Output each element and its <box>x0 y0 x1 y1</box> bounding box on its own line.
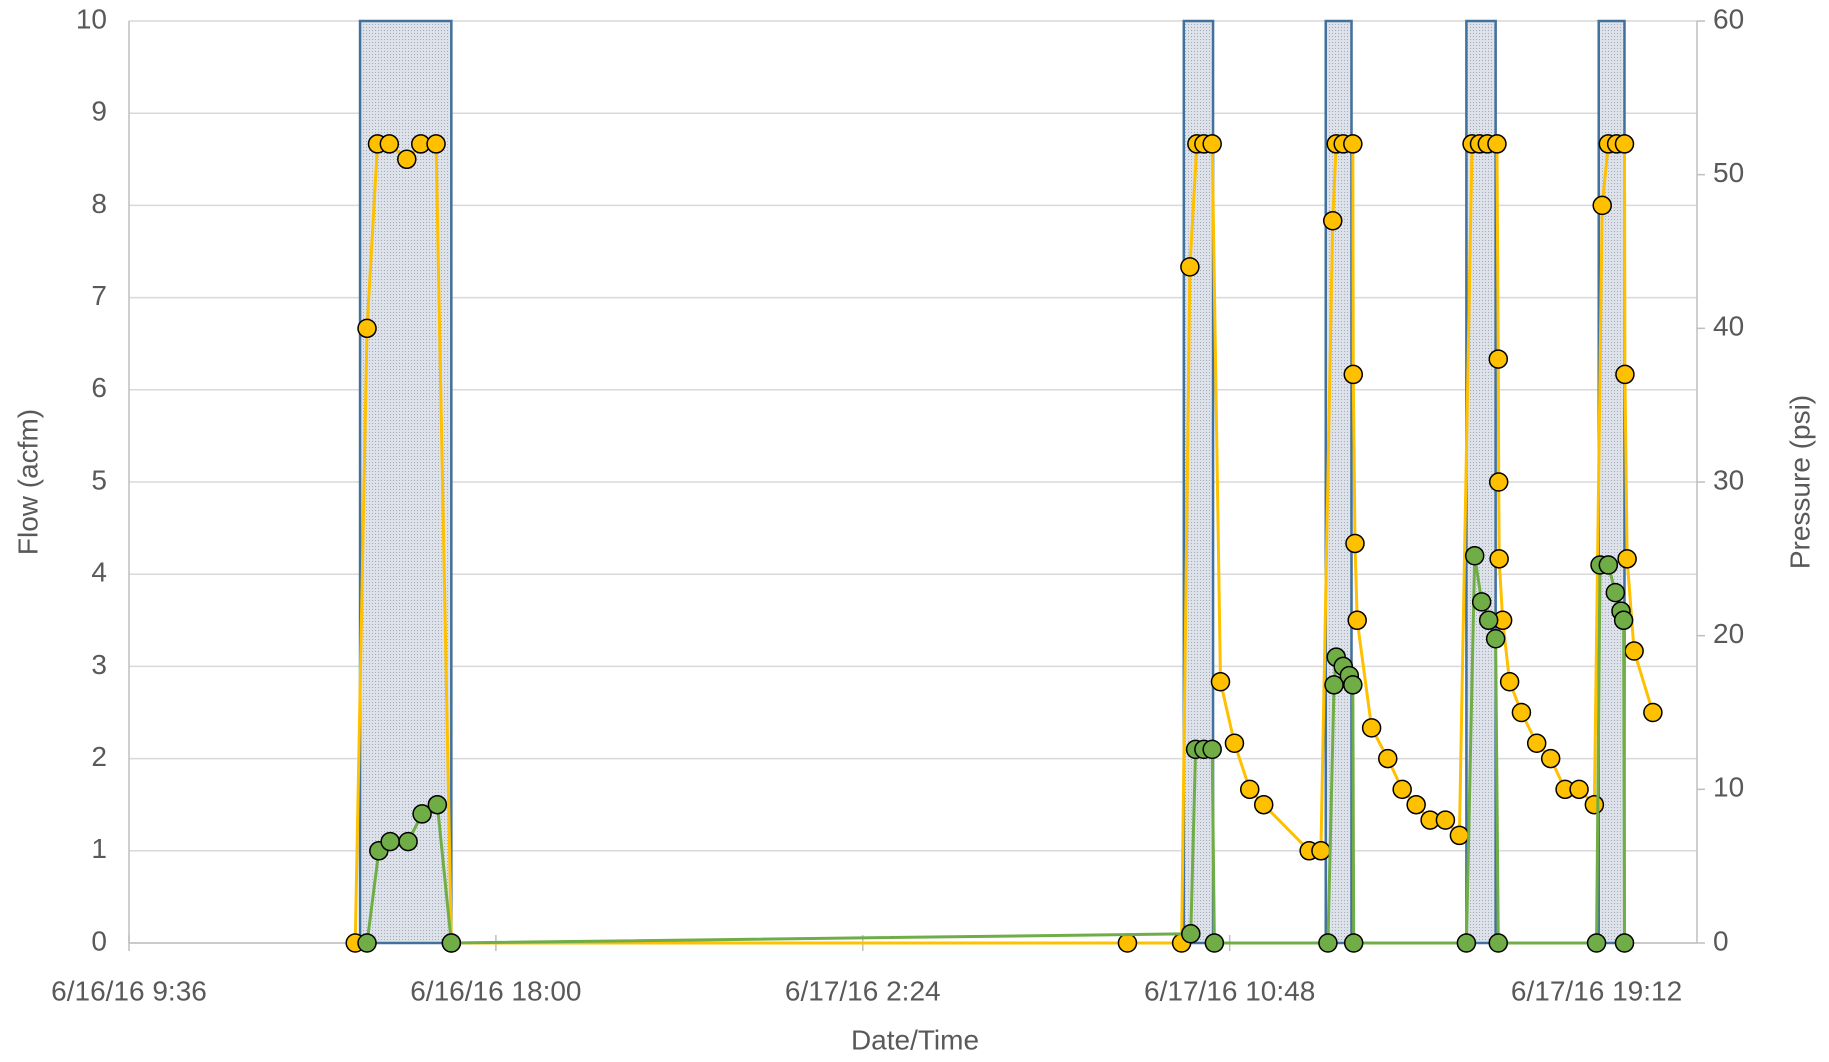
data-point <box>1605 582 1626 603</box>
data-point <box>1488 933 1509 953</box>
data-point <box>412 804 432 824</box>
y2-tick-label: 0 <box>1713 925 1729 956</box>
data-point <box>1361 718 1382 738</box>
y-tick-label: 4 <box>91 557 107 588</box>
data-point <box>1378 748 1398 769</box>
x-tick-label: 6/17/16 2:24 <box>785 975 941 1006</box>
data-point <box>1526 733 1547 753</box>
data-point <box>379 134 400 154</box>
data-point <box>1540 748 1561 769</box>
data-point <box>1511 702 1532 723</box>
y2-axis-title: Pressure (psi) <box>1784 395 1815 569</box>
data-point <box>1180 257 1200 277</box>
y-tick-label: 5 <box>91 464 107 495</box>
data-point <box>1569 779 1589 800</box>
data-point <box>1311 841 1331 861</box>
data-point <box>1478 610 1499 631</box>
data-point <box>1488 349 1509 369</box>
data-point <box>1322 211 1343 231</box>
data-point <box>1499 672 1520 692</box>
data-point <box>1614 134 1635 154</box>
data-point <box>357 933 377 953</box>
x-tick-label: 6/16/16 18:00 <box>410 975 581 1006</box>
data-point <box>426 134 446 154</box>
data-point <box>1456 933 1477 953</box>
data-point <box>1343 933 1364 953</box>
data-point <box>1324 675 1344 695</box>
y-tick-label: 2 <box>91 741 107 772</box>
y-tick-label: 1 <box>91 833 107 864</box>
data-point <box>1489 549 1509 569</box>
data-point <box>1598 555 1619 575</box>
x-tick-label: 6/16/16 9:36 <box>51 975 207 1006</box>
y2-tick-label: 30 <box>1713 464 1744 495</box>
data-point <box>441 933 462 953</box>
data-point <box>1392 779 1412 800</box>
data-point <box>1488 472 1509 492</box>
data-point <box>1202 739 1222 760</box>
data-point <box>1224 733 1245 753</box>
y-axis-title: Flow (acfm) <box>12 409 43 555</box>
x-tick-label: 6/17/16 10:48 <box>1144 975 1315 1006</box>
y2-tick-label: 10 <box>1713 772 1744 803</box>
y-tick-label: 9 <box>91 96 107 127</box>
data-point <box>1471 592 1492 612</box>
data-point <box>357 318 377 339</box>
data-point <box>1449 825 1470 846</box>
y2-tick-label: 40 <box>1713 311 1744 342</box>
data-point <box>1343 364 1364 385</box>
shaded-period <box>1324 19 1353 945</box>
x-tick-label: 6/17/16 19:12 <box>1511 975 1682 1006</box>
data-point <box>1204 933 1225 953</box>
data-point <box>1584 794 1605 815</box>
data-point <box>1614 933 1635 953</box>
data-point <box>1181 924 1201 944</box>
data-point <box>1406 794 1426 815</box>
y-tick-label: 8 <box>91 188 107 219</box>
data-point <box>1487 134 1507 154</box>
x-axis-title: Date/Time <box>851 1024 979 1055</box>
data-point <box>1617 549 1637 569</box>
data-point <box>1318 933 1338 953</box>
data-point <box>1624 641 1644 661</box>
data-point <box>1117 933 1138 953</box>
data-point <box>380 831 400 852</box>
data-point <box>427 794 448 815</box>
data-point <box>1485 628 1506 649</box>
y-tick-label: 6 <box>91 372 107 403</box>
data-point <box>1343 675 1363 695</box>
data-point <box>1643 702 1663 723</box>
data-point <box>1210 672 1231 692</box>
y-tick-label: 10 <box>76 3 107 34</box>
data-point <box>1464 546 1485 566</box>
data-point <box>1615 364 1635 385</box>
data-point <box>1253 794 1274 815</box>
data-point <box>1586 933 1607 953</box>
data-point <box>1345 533 1365 554</box>
y2-tick-label: 20 <box>1713 618 1744 649</box>
data-point <box>1435 810 1456 830</box>
y-tick-label: 7 <box>91 280 107 311</box>
y2-tick-label: 60 <box>1713 3 1744 34</box>
y2-tick-label: 50 <box>1713 157 1744 188</box>
data-point <box>1592 195 1612 216</box>
y-tick-label: 0 <box>91 925 107 956</box>
data-point <box>397 149 417 170</box>
series-line <box>365 555 1626 945</box>
data-point <box>1613 610 1634 631</box>
data-point <box>1347 610 1367 631</box>
data-point <box>1343 134 1363 154</box>
y-tick-label: 3 <box>91 649 107 680</box>
series-line <box>353 142 1655 945</box>
data-point <box>398 831 418 852</box>
data-point <box>1202 134 1222 154</box>
data-point <box>1239 779 1260 800</box>
